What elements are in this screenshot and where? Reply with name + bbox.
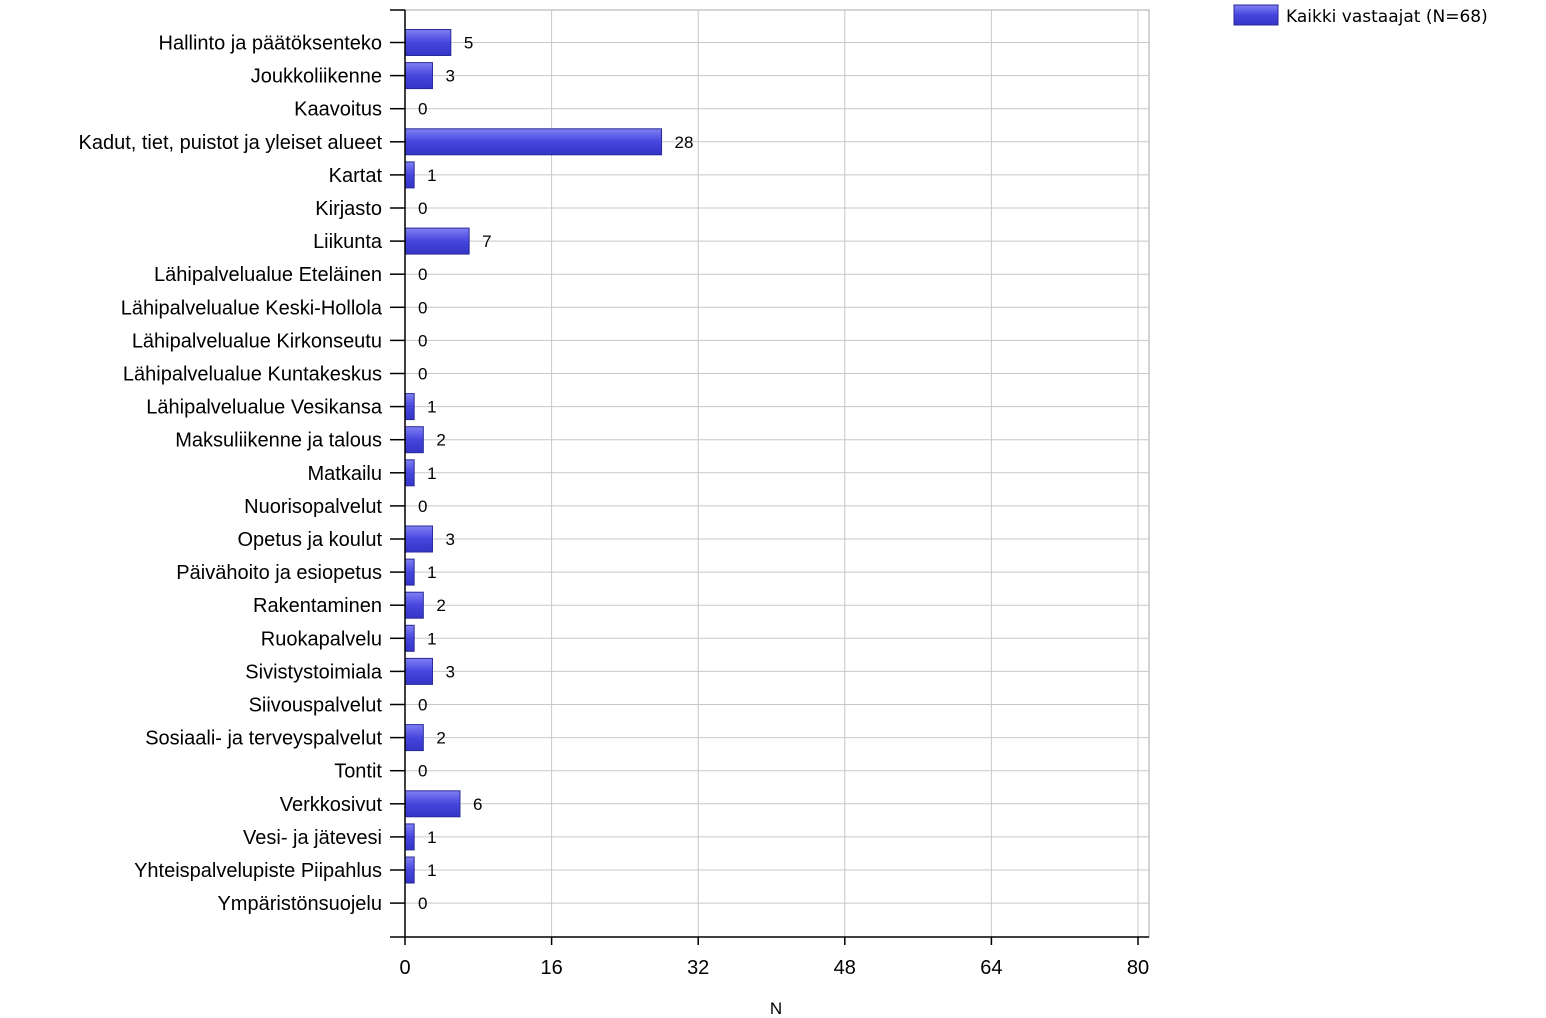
- bar: [404, 426, 424, 454]
- bar-value-label: 3: [445, 530, 454, 549]
- category-label: Kadut, tiet, puistot ja yleiset alueet: [78, 132, 382, 154]
- bar-value-label: 2: [436, 729, 445, 748]
- bar-value-label: 1: [427, 166, 436, 185]
- category-label: Liikunta: [313, 231, 383, 253]
- bar-value-label: 1: [427, 464, 436, 483]
- bars: [404, 29, 663, 884]
- category-label: Rakentaminen: [253, 595, 382, 617]
- bar: [404, 227, 470, 255]
- category-label: Yhteispalvelupiste Piipahlus: [134, 860, 382, 882]
- category-label: Kartat: [329, 165, 383, 187]
- bar: [404, 790, 461, 818]
- legend-label: Kaikki vastaajat (N=68): [1286, 7, 1488, 27]
- bar-value-label: 7: [482, 232, 491, 251]
- bar-value-label: 0: [418, 199, 427, 218]
- category-label: Sosiaali- ja terveyspalvelut: [145, 728, 382, 750]
- category-label: Lähipalvelualue Eteläinen: [154, 264, 382, 286]
- bar: [404, 856, 415, 884]
- category-label: Vesi- ja jätevesi: [243, 827, 382, 849]
- bar-value-label: 1: [427, 861, 436, 880]
- bar: [404, 724, 424, 752]
- bar: [404, 558, 415, 586]
- category-label: Maksuliikenne ja talous: [175, 430, 382, 452]
- bar-value-label: 5: [464, 34, 473, 53]
- category-label: Tontit: [334, 761, 382, 783]
- x-tick-label: 64: [980, 957, 1002, 979]
- bar: [404, 823, 415, 851]
- category-label: Sivistystoimiala: [245, 661, 383, 683]
- bar-value-label: 3: [445, 67, 454, 86]
- x-tick-label: 0: [399, 957, 410, 979]
- bar: [404, 161, 415, 189]
- category-label: Lähipalvelualue Kirkonseutu: [132, 330, 382, 352]
- category-label: Ruokapalvelu: [261, 628, 382, 650]
- bar-value-label: 0: [418, 331, 427, 350]
- bar: [404, 29, 452, 56]
- category-label: Opetus ja koulut: [237, 529, 382, 551]
- bar-value-label: 0: [418, 696, 427, 715]
- legend-swatch: [1233, 4, 1279, 26]
- category-label: Lähipalvelualue Vesikansa: [146, 397, 383, 419]
- bar: [404, 393, 415, 421]
- category-label: Joukkoliikenne: [251, 66, 382, 88]
- legend: Kaikki vastaajat (N=68): [1233, 4, 1488, 27]
- bar-value-label: 0: [418, 265, 427, 284]
- category-label: Lähipalvelualue Kuntakeskus: [123, 364, 382, 386]
- bar-value-label: 1: [427, 629, 436, 648]
- axes: [390, 9, 1149, 945]
- category-label: Nuorisopalvelut: [244, 496, 382, 518]
- category-label: Siivouspalvelut: [249, 695, 383, 717]
- category-label: Päivähoito ja esiopetus: [176, 562, 382, 584]
- bar: [404, 591, 424, 619]
- bar-value-label: 1: [427, 828, 436, 847]
- bar-value-label: 0: [418, 298, 427, 317]
- bar: [404, 62, 433, 90]
- category-label: Lähipalvelualue Keski-Hollola: [121, 297, 383, 319]
- bar-value-label: 0: [418, 100, 427, 119]
- bar: [404, 525, 433, 553]
- bar-value-label: 6: [473, 795, 482, 814]
- x-tick-label: 32: [687, 957, 709, 979]
- category-label: Kirjasto: [315, 198, 382, 220]
- bar: [404, 657, 433, 685]
- bar: [404, 128, 663, 156]
- bar-value-label: 0: [418, 762, 427, 781]
- category-label: Matkailu: [308, 463, 382, 485]
- x-tick-label: 80: [1127, 957, 1149, 979]
- category-label: Kaavoitus: [294, 99, 382, 121]
- category-label: Ympäristönsuojelu: [217, 893, 382, 915]
- bar: [404, 624, 415, 652]
- x-axis-title: N: [770, 999, 782, 1018]
- bar-value-label: 3: [445, 662, 454, 681]
- bar-value-label: 1: [427, 398, 436, 417]
- grid-lines: [404, 9, 1150, 938]
- x-tick-label: 16: [540, 957, 562, 979]
- bar-value-label: 28: [675, 133, 694, 152]
- x-tick-label: 48: [834, 957, 856, 979]
- bar-value-label: 2: [436, 431, 445, 450]
- bar-value-label: 0: [418, 894, 427, 913]
- bar-value-label: 0: [418, 365, 427, 384]
- category-label: Hallinto ja päätöksenteko: [159, 33, 382, 55]
- bar: [404, 459, 415, 487]
- bar-value-label: 1: [427, 563, 436, 582]
- bar-value-label: 0: [418, 497, 427, 516]
- bar-value-label: 2: [436, 596, 445, 615]
- category-label: Verkkosivut: [280, 794, 383, 816]
- labels: 0 16 32 48 64 805302810700001210312130206110H…: [78, 33, 1149, 980]
